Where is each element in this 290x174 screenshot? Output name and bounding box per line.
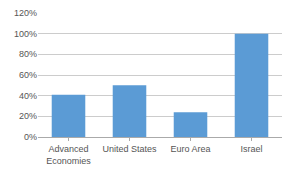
svg-text:60%: 60%: [19, 70, 37, 80]
svg-text:AdvancedEconomies: AdvancedEconomies: [46, 144, 91, 166]
svg-text:Israel: Israel: [240, 144, 262, 154]
svg-text:Euro Area: Euro Area: [170, 144, 210, 154]
svg-text:United States: United States: [102, 144, 157, 154]
svg-text:80%: 80%: [19, 49, 37, 59]
svg-text:20%: 20%: [19, 111, 37, 121]
svg-text:100%: 100%: [14, 29, 37, 39]
svg-text:40%: 40%: [19, 91, 37, 101]
svg-text:0%: 0%: [24, 132, 37, 142]
svg-text:120%: 120%: [14, 8, 37, 18]
